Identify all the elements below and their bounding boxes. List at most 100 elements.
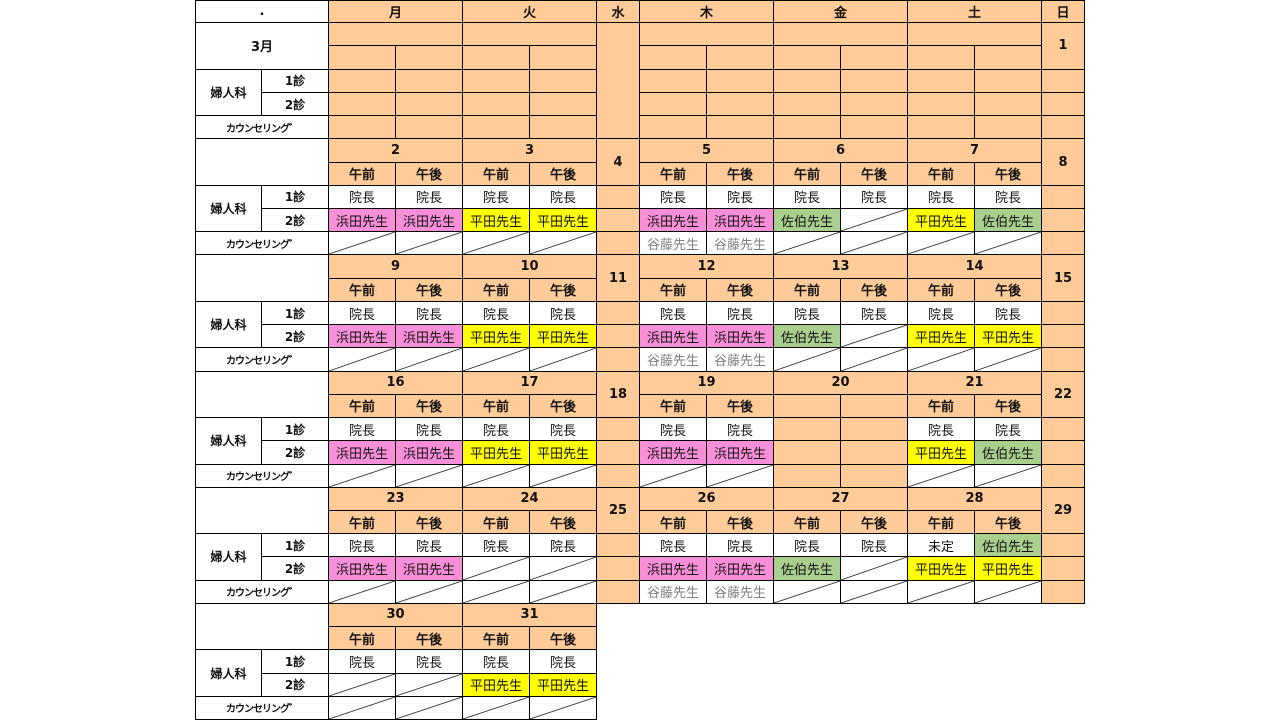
pm-header: 午後 [530,278,597,302]
doctor-slot: 浜田先生 [640,441,707,465]
wednesday-closed [597,441,640,465]
unavailable-slot [396,232,463,256]
day-number: 3 [463,139,597,163]
day-number: 27 [774,487,908,511]
doctor-slot: 谷藤先生 [707,348,774,372]
doctor-slot: 平田先生 [463,441,530,465]
counseling-label: カウンセリング゛ [195,464,329,488]
pm-header: 午後 [975,510,1042,535]
unavailable-slot [774,580,841,604]
pm-header: 午後 [396,510,463,535]
day-number: 18 [597,371,640,419]
empty-cell [841,92,908,117]
unavailable-slot [640,464,707,488]
empty-cell [908,46,975,70]
am-header: 午前 [908,394,975,419]
unavailable-slot [530,557,597,581]
unavailable-slot [530,696,597,720]
doctor-slot: 平田先生 [908,557,975,581]
day-number [908,23,1042,47]
day-number: 11 [597,255,640,302]
doctor-slot: 院長 [640,185,707,210]
room2-label: 2診 [262,209,329,233]
am-header: 午前 [329,162,396,186]
unavailable-slot [329,696,396,720]
empty-cell [530,92,597,117]
doctor-slot: 平田先生 [975,325,1042,349]
day-number: 23 [329,487,463,511]
am-header: 午前 [908,162,975,186]
empty-cell [975,92,1042,117]
weekday-header-sat: 土 [908,0,1042,24]
unavailable-slot [530,464,597,488]
doctor-slot: 院長 [329,301,396,326]
unavailable-slot [329,580,396,604]
week-label-blank [195,487,329,535]
dept-label: 婦人科 [195,69,262,117]
empty-cell [396,116,463,140]
am-header: 午前 [640,510,707,535]
empty-cell [774,116,841,140]
am-header: 午前 [463,278,530,302]
doctor-slot: 院長 [396,418,463,442]
wednesday-closed [597,209,640,233]
day-number: 4 [597,139,640,186]
pm-header: 午後 [396,394,463,419]
empty-cell [396,46,463,70]
day-number [463,23,597,47]
doctor-slot: 院長 [707,418,774,442]
doctor-slot: 院長 [329,650,396,674]
day-number: 30 [329,603,463,628]
unavailable-slot [841,580,908,604]
doctor-slot: 平田先生 [530,325,597,349]
pm-header: 午後 [396,627,463,651]
empty-cell [463,46,530,70]
doctor-slot: 院長 [707,534,774,558]
week-label-blank [195,139,329,186]
unavailable-slot [396,580,463,604]
pm-header: 午後 [707,510,774,535]
room2-label: 2診 [262,441,329,465]
day-number: 28 [908,487,1042,511]
empty-cell [975,46,1042,70]
empty-cell [329,92,396,117]
empty-cell [463,116,530,140]
day-number: 17 [463,371,597,395]
pm-header: 午後 [707,162,774,186]
corner-cell: . [195,0,329,24]
room1-label: 1診 [262,185,329,210]
sunday-closed [1042,185,1085,210]
unavailable-slot [396,464,463,488]
doctor-slot: 浜田先生 [640,557,707,581]
doctor-slot: 平田先生 [530,441,597,465]
wednesday-closed [597,232,640,256]
doctor-slot: 院長 [707,185,774,210]
am-header: 午前 [640,278,707,302]
schedule-table: . 月火水木金土日 3月 婦人科 1診 2診 カウンセリング゛ 1 婦人科 1診 2診 カウンセリング… [195,0,1085,720]
empty-cell [774,92,841,117]
unavailable-slot [774,232,841,256]
sunday-closed [1042,325,1085,349]
day-number [329,23,463,47]
am-header: 午前 [329,627,396,651]
empty-cell [707,116,774,140]
wednesday-closed [597,348,640,372]
unavailable-slot [463,348,530,372]
doctor-slot: 谷藤先生 [640,348,707,372]
doctor-slot: 谷藤先生 [707,580,774,604]
dept-label: 婦人科 [195,534,262,581]
pm-header: 午後 [975,278,1042,302]
empty-cell [841,69,908,93]
unavailable-slot [329,464,396,488]
am-header: 午前 [463,162,530,186]
day-number: 25 [597,487,640,535]
unavailable-slot [774,348,841,372]
unavailable-slot [463,696,530,720]
weekday-header-thu: 木 [640,0,774,24]
week-label-blank [195,603,329,651]
doctor-slot: 浜田先生 [640,209,707,233]
empty-cell [640,69,707,93]
day-number: 2 [329,139,463,163]
room1-label: 1診 [262,534,329,558]
unavailable-slot [530,348,597,372]
